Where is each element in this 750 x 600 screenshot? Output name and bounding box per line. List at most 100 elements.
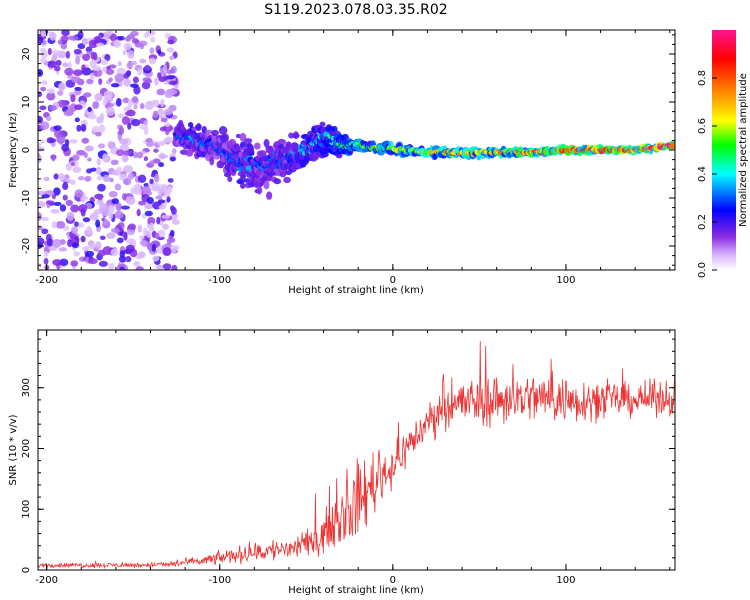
heatmap-noise-blob xyxy=(139,235,145,240)
heatmap-noise-blob xyxy=(161,185,168,193)
heatmap-noise-blob xyxy=(160,117,168,123)
heatmap-y-label: Frequency (Hz) xyxy=(8,112,19,188)
heatmap-noise-blob xyxy=(122,178,132,186)
heatmap-noise-blob xyxy=(53,173,59,180)
heatmap-noise-blob xyxy=(164,127,170,136)
heatmap-noise-blob xyxy=(127,34,135,40)
heatmap-noise-blob xyxy=(70,226,79,235)
heatmap-y-tick-label: -20 xyxy=(21,238,32,254)
snr-series-line xyxy=(38,341,675,569)
heatmap-y-tick-label: 0 xyxy=(21,147,32,153)
heatmap-noise-blob xyxy=(123,165,134,174)
heatmap-noise-blob xyxy=(127,50,135,59)
heatmap-noise-blob xyxy=(110,159,119,166)
heatmap-noise-blob xyxy=(165,75,176,80)
heatmap-noise-blob xyxy=(53,65,61,72)
heatmap-signal-core xyxy=(670,142,675,149)
heatmap-noise-blob xyxy=(43,257,49,265)
snr-y-label: SNR (10 * v/v) xyxy=(8,414,19,485)
heatmap-noise-blob xyxy=(57,90,64,96)
snr-y-axis: 0 100 200 300 xyxy=(21,338,675,573)
heatmap-noise-blob xyxy=(139,58,147,64)
heatmap-noise-blob xyxy=(60,42,68,50)
heatmap-noise-blob xyxy=(80,235,86,243)
heatmap-signal-halo xyxy=(195,123,202,132)
heatmap-noise-blob xyxy=(135,266,144,270)
heatmap-noise-blob xyxy=(58,172,65,181)
heatmap-noise-blob xyxy=(89,59,97,68)
heatmap-noise-blob xyxy=(163,108,173,116)
heatmap-noise-blob xyxy=(127,223,137,230)
heatmap-noise-blob xyxy=(84,250,95,257)
heatmap-noise-blob xyxy=(64,67,74,76)
heatmap-noise-blob xyxy=(94,93,103,102)
heatmap-noise-blob xyxy=(74,117,80,123)
heatmap-noise-blob xyxy=(170,205,175,212)
heatmap-noise-blob xyxy=(49,138,57,143)
heatmap-noise-blob xyxy=(154,77,159,86)
heatmap-noise-blob xyxy=(122,150,133,156)
heatmap-noise-blob xyxy=(81,137,90,144)
heatmap-noise-blob xyxy=(41,80,48,85)
heatmap-noise-blob xyxy=(167,178,174,183)
heatmap-noise-blob xyxy=(40,30,46,37)
heatmap-noise-blob xyxy=(118,255,127,263)
heatmap-noise-blob xyxy=(127,172,135,180)
heatmap-noise-blob xyxy=(95,241,102,250)
colorbar-tick-label: 0.0 xyxy=(697,262,708,278)
heatmap-noise-blob xyxy=(149,160,155,166)
heatmap-noise-blob xyxy=(43,61,49,66)
heatmap-noise-blob xyxy=(126,196,136,205)
heatmap-noise-blob xyxy=(73,69,83,76)
heatmap-x-axis: -200 -100 0 100 xyxy=(35,30,671,286)
heatmap-noise-blob xyxy=(80,197,86,203)
heatmap-noise-blob xyxy=(108,77,113,82)
heatmap-noise-blob xyxy=(96,166,102,176)
snr-y-tick-label: 200 xyxy=(21,439,32,458)
heatmap-noise-blob xyxy=(39,47,46,53)
heatmap-noise-blob xyxy=(169,245,178,254)
heatmap-noise-blob xyxy=(55,59,62,66)
heatmap-signal-halo xyxy=(243,138,253,144)
snr-x-tick-label: -200 xyxy=(35,575,58,586)
heatmap-noise-blob xyxy=(49,31,57,41)
heatmap-noise-blob xyxy=(102,66,107,73)
snr-x-tick-label: 100 xyxy=(556,575,575,586)
heatmap-signal-halo xyxy=(283,176,291,184)
heatmap-noise-blob xyxy=(61,30,70,36)
heatmap-noise-blob xyxy=(98,202,108,212)
heatmap-noise-blob xyxy=(50,209,60,214)
heatmap-noise-blob xyxy=(46,92,56,101)
heatmap-noise-blob xyxy=(125,244,135,252)
heatmap-y-tick-label: 20 xyxy=(21,48,32,61)
heatmap-noise-blob xyxy=(96,42,105,47)
heatmap-noise-blob xyxy=(53,201,62,207)
heatmap-noise-blob xyxy=(161,223,169,230)
heatmap-noise-blob xyxy=(151,244,157,252)
heatmap-noise-blob xyxy=(88,114,97,120)
heatmap-noise-blob xyxy=(70,260,79,267)
heatmap-noise-blob xyxy=(114,73,125,83)
heatmap-noise-blob xyxy=(158,204,166,210)
heatmap-noise-blob xyxy=(38,212,42,221)
heatmap-noise-blob xyxy=(51,50,62,56)
heatmap-noise-blob xyxy=(149,222,154,231)
heatmap-noise-blob xyxy=(141,185,152,194)
heatmap-noise-blob xyxy=(104,54,111,62)
heatmap-noise-blob xyxy=(149,47,155,55)
heatmap-noise-blob xyxy=(158,162,165,168)
heatmap-noise-blob xyxy=(57,39,63,45)
heatmap-noise-blob xyxy=(126,61,134,69)
heatmap-noise-blob xyxy=(166,238,172,245)
heatmap-noise-blob xyxy=(137,67,142,76)
heatmap-noise-blob xyxy=(110,248,119,257)
heatmap-noise-blob xyxy=(115,149,125,157)
heatmap-noise-blob xyxy=(146,230,152,238)
heatmap-noise-blob xyxy=(147,216,156,226)
heatmap-signal-halo xyxy=(256,186,263,195)
heatmap-signal-halo xyxy=(319,121,326,128)
heatmap-noise-blob xyxy=(38,263,42,269)
heatmap-signal-halo xyxy=(240,182,246,189)
heatmap-noise-blob xyxy=(51,221,58,229)
